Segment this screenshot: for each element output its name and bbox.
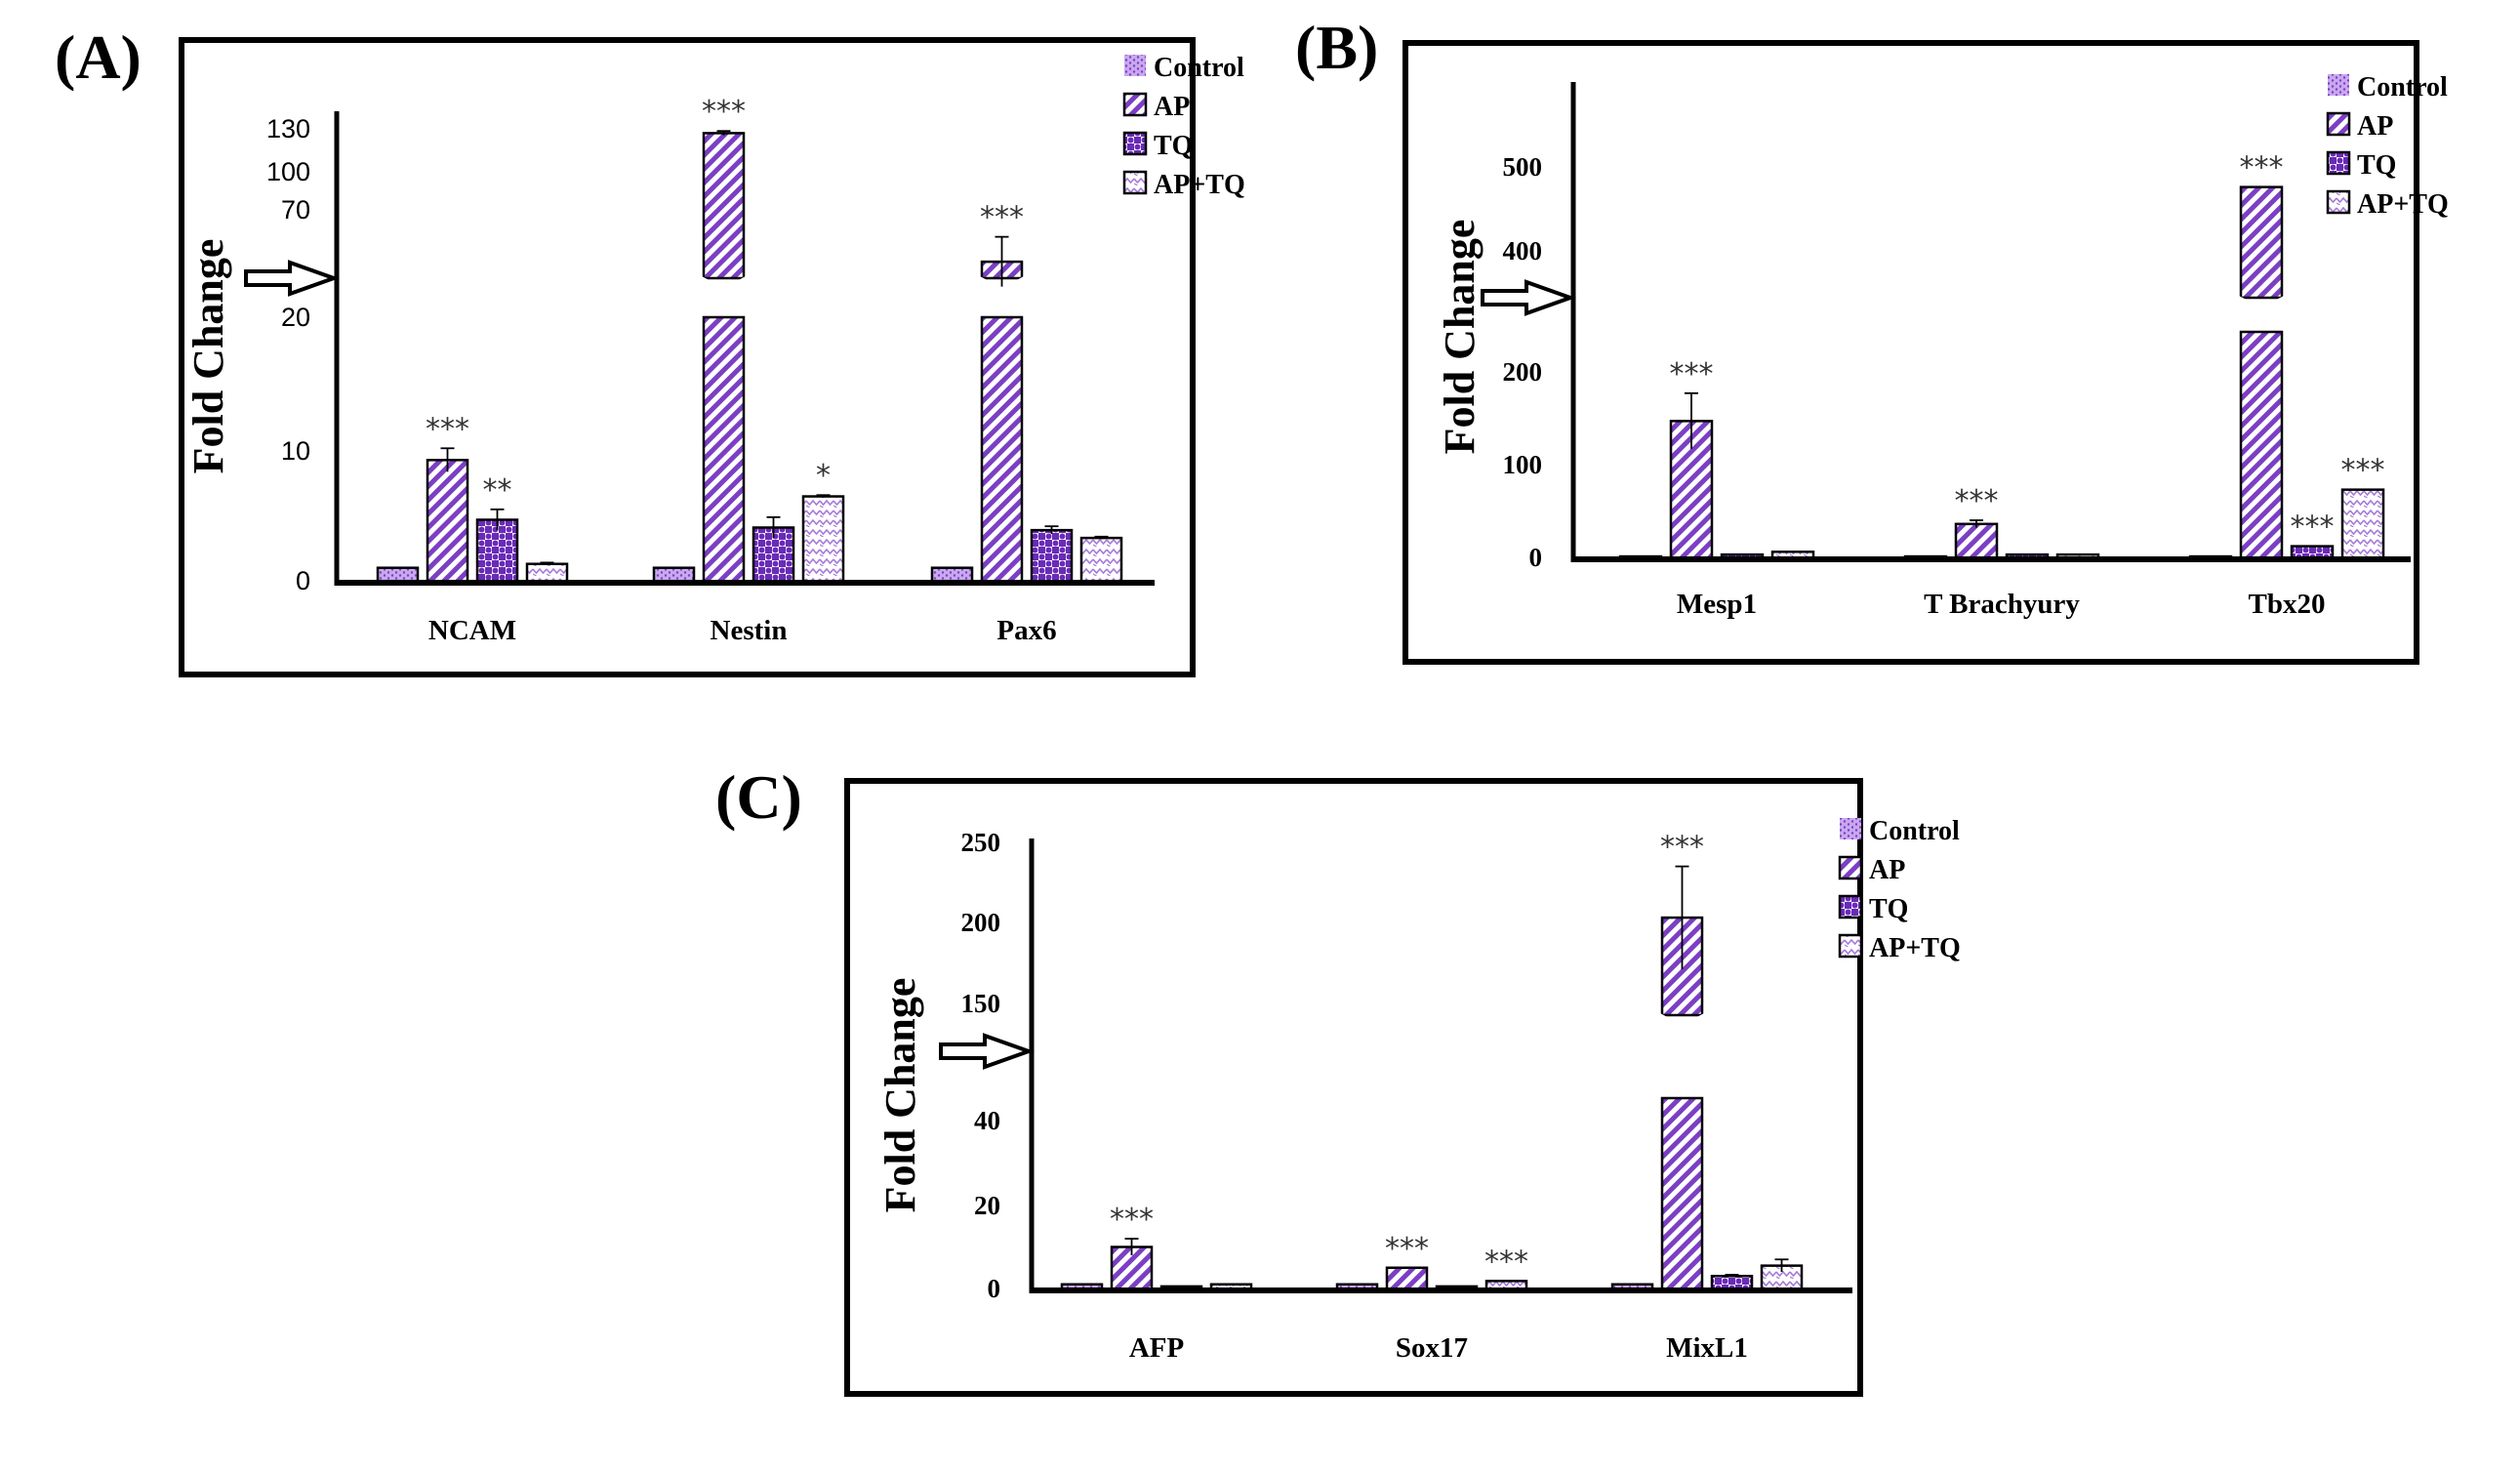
category-label: Tbx20 bbox=[2249, 589, 2326, 620]
bar-ap bbox=[426, 459, 469, 585]
legend-swatch-control bbox=[2328, 74, 2349, 96]
y-tick-label: 70 bbox=[281, 195, 310, 225]
y-axis-label-a: Fold Change bbox=[184, 239, 232, 474]
y-axis-label-c: Fold Change bbox=[876, 978, 924, 1213]
y-tick-label: 0 bbox=[296, 566, 310, 595]
y-tick-label: 400 bbox=[1503, 236, 1543, 266]
y-tick-label: 10 bbox=[281, 436, 310, 466]
bar-ap-lower bbox=[980, 315, 1024, 585]
legend-swatch-aptq bbox=[1122, 170, 1148, 195]
y-tick-label: 130 bbox=[266, 114, 310, 143]
panel-label-b: (B) bbox=[1295, 13, 1378, 82]
bar-ap-lower bbox=[1660, 1096, 1704, 1292]
bar-tq bbox=[1030, 528, 1074, 585]
legend-label: AP bbox=[1869, 855, 1905, 885]
legend-label: AP+TQ bbox=[1869, 933, 1961, 963]
significance-label: *** bbox=[2240, 151, 2284, 185]
legend-label: TQ bbox=[1154, 131, 1193, 161]
category-label: Nestin bbox=[711, 615, 788, 646]
significance-label: ** bbox=[483, 473, 512, 508]
legend-label: Control bbox=[1154, 53, 1244, 83]
significance-label: *** bbox=[1670, 357, 1714, 391]
significance-label: *** bbox=[426, 412, 469, 446]
legend-swatch-tq bbox=[1122, 131, 1148, 156]
axis-break-notch bbox=[2239, 296, 2284, 307]
y-axis-label-b: Fold Change bbox=[1436, 220, 1484, 455]
bar-ap-lower bbox=[702, 315, 746, 585]
y-tick-label: 100 bbox=[1503, 450, 1543, 479]
legend-label: AP+TQ bbox=[1154, 170, 1245, 200]
y-tick-label: 250 bbox=[961, 828, 1001, 857]
axis-break-notch bbox=[702, 276, 746, 288]
bar-ap-lower bbox=[2239, 330, 2284, 561]
panel-label-c: (C) bbox=[715, 762, 802, 832]
category-label: AFP bbox=[1129, 1332, 1184, 1364]
y-tick-label: 200 bbox=[961, 908, 1001, 937]
category-label: Mesp1 bbox=[1677, 589, 1757, 620]
legend-swatch-control bbox=[1840, 818, 1861, 839]
significance-label: *** bbox=[1110, 1203, 1154, 1237]
bar-ap-tq bbox=[801, 495, 845, 585]
legend-swatch-aptq bbox=[1838, 933, 1863, 959]
significance-label: *** bbox=[2291, 511, 2335, 545]
axis-break-arrow-icon bbox=[1481, 279, 1576, 316]
panel-frame-b bbox=[1402, 40, 2419, 665]
legend-swatch-control bbox=[1124, 55, 1146, 76]
y-tick-label: 150 bbox=[961, 989, 1001, 1018]
legend-label: Control bbox=[1869, 816, 1960, 846]
significance-label: *** bbox=[2341, 454, 2385, 488]
significance-label: *** bbox=[1385, 1232, 1429, 1266]
legend-swatch-aptq bbox=[2326, 189, 2351, 215]
legend-swatch-ap bbox=[1838, 855, 1863, 880]
y-tick-label: 0 bbox=[1529, 543, 1543, 572]
significance-label: *** bbox=[980, 201, 1024, 235]
significance-label: * bbox=[816, 459, 831, 493]
bar-ap-tq bbox=[2340, 488, 2385, 561]
axis-break-notch bbox=[1660, 1013, 1704, 1025]
category-label: Sox17 bbox=[1396, 1332, 1468, 1364]
legend-label: TQ bbox=[2357, 150, 2396, 181]
y-tick-label: 0 bbox=[988, 1274, 1001, 1303]
bar-ap-upper bbox=[2239, 185, 2284, 300]
legend-swatch-tq bbox=[2326, 150, 2351, 176]
significance-label: *** bbox=[1955, 484, 1999, 518]
bar-ap-upper bbox=[702, 132, 746, 280]
y-tick-label: 20 bbox=[974, 1191, 1000, 1220]
significance-label: *** bbox=[1660, 831, 1704, 865]
legend-label: Control bbox=[2357, 72, 2448, 102]
category-label: T Brachyury bbox=[1924, 589, 2080, 620]
panel-frame-a bbox=[179, 37, 1196, 677]
category-label: MixL1 bbox=[1666, 1332, 1748, 1364]
y-tick-label: 40 bbox=[974, 1106, 1000, 1135]
y-tick-label: 500 bbox=[1503, 152, 1543, 182]
legend-label: TQ bbox=[1869, 894, 1908, 924]
panel-c: (C) Fold Change 0 20 40 150 200 250 *** *** ***… bbox=[715, 762, 1961, 1397]
legend-swatch-ap bbox=[2326, 111, 2351, 137]
bar-ap bbox=[1385, 1266, 1429, 1292]
panel-frame-c bbox=[844, 778, 1863, 1397]
bar-ap bbox=[1954, 522, 1999, 561]
y-tick-label: 100 bbox=[266, 157, 310, 186]
bar-ap-tq bbox=[1079, 536, 1123, 585]
legend-label: AP+TQ bbox=[2357, 189, 2449, 220]
category-label: NCAM bbox=[428, 615, 516, 646]
category-label: Pax6 bbox=[996, 615, 1056, 646]
legend-swatch-tq bbox=[1838, 894, 1863, 919]
axis-break-arrow-icon bbox=[244, 260, 340, 297]
legend-label: AP bbox=[2357, 111, 2393, 142]
axis-break-arrow-icon bbox=[939, 1033, 1035, 1070]
significance-label: *** bbox=[1484, 1245, 1528, 1279]
panel-label-a: (A) bbox=[55, 22, 142, 92]
y-tick-label: 200 bbox=[1503, 357, 1543, 387]
y-tick-label: 20 bbox=[281, 303, 310, 332]
significance-label: *** bbox=[702, 95, 746, 129]
legend-swatch-ap bbox=[1122, 92, 1148, 117]
legend-label: AP bbox=[1154, 92, 1190, 122]
